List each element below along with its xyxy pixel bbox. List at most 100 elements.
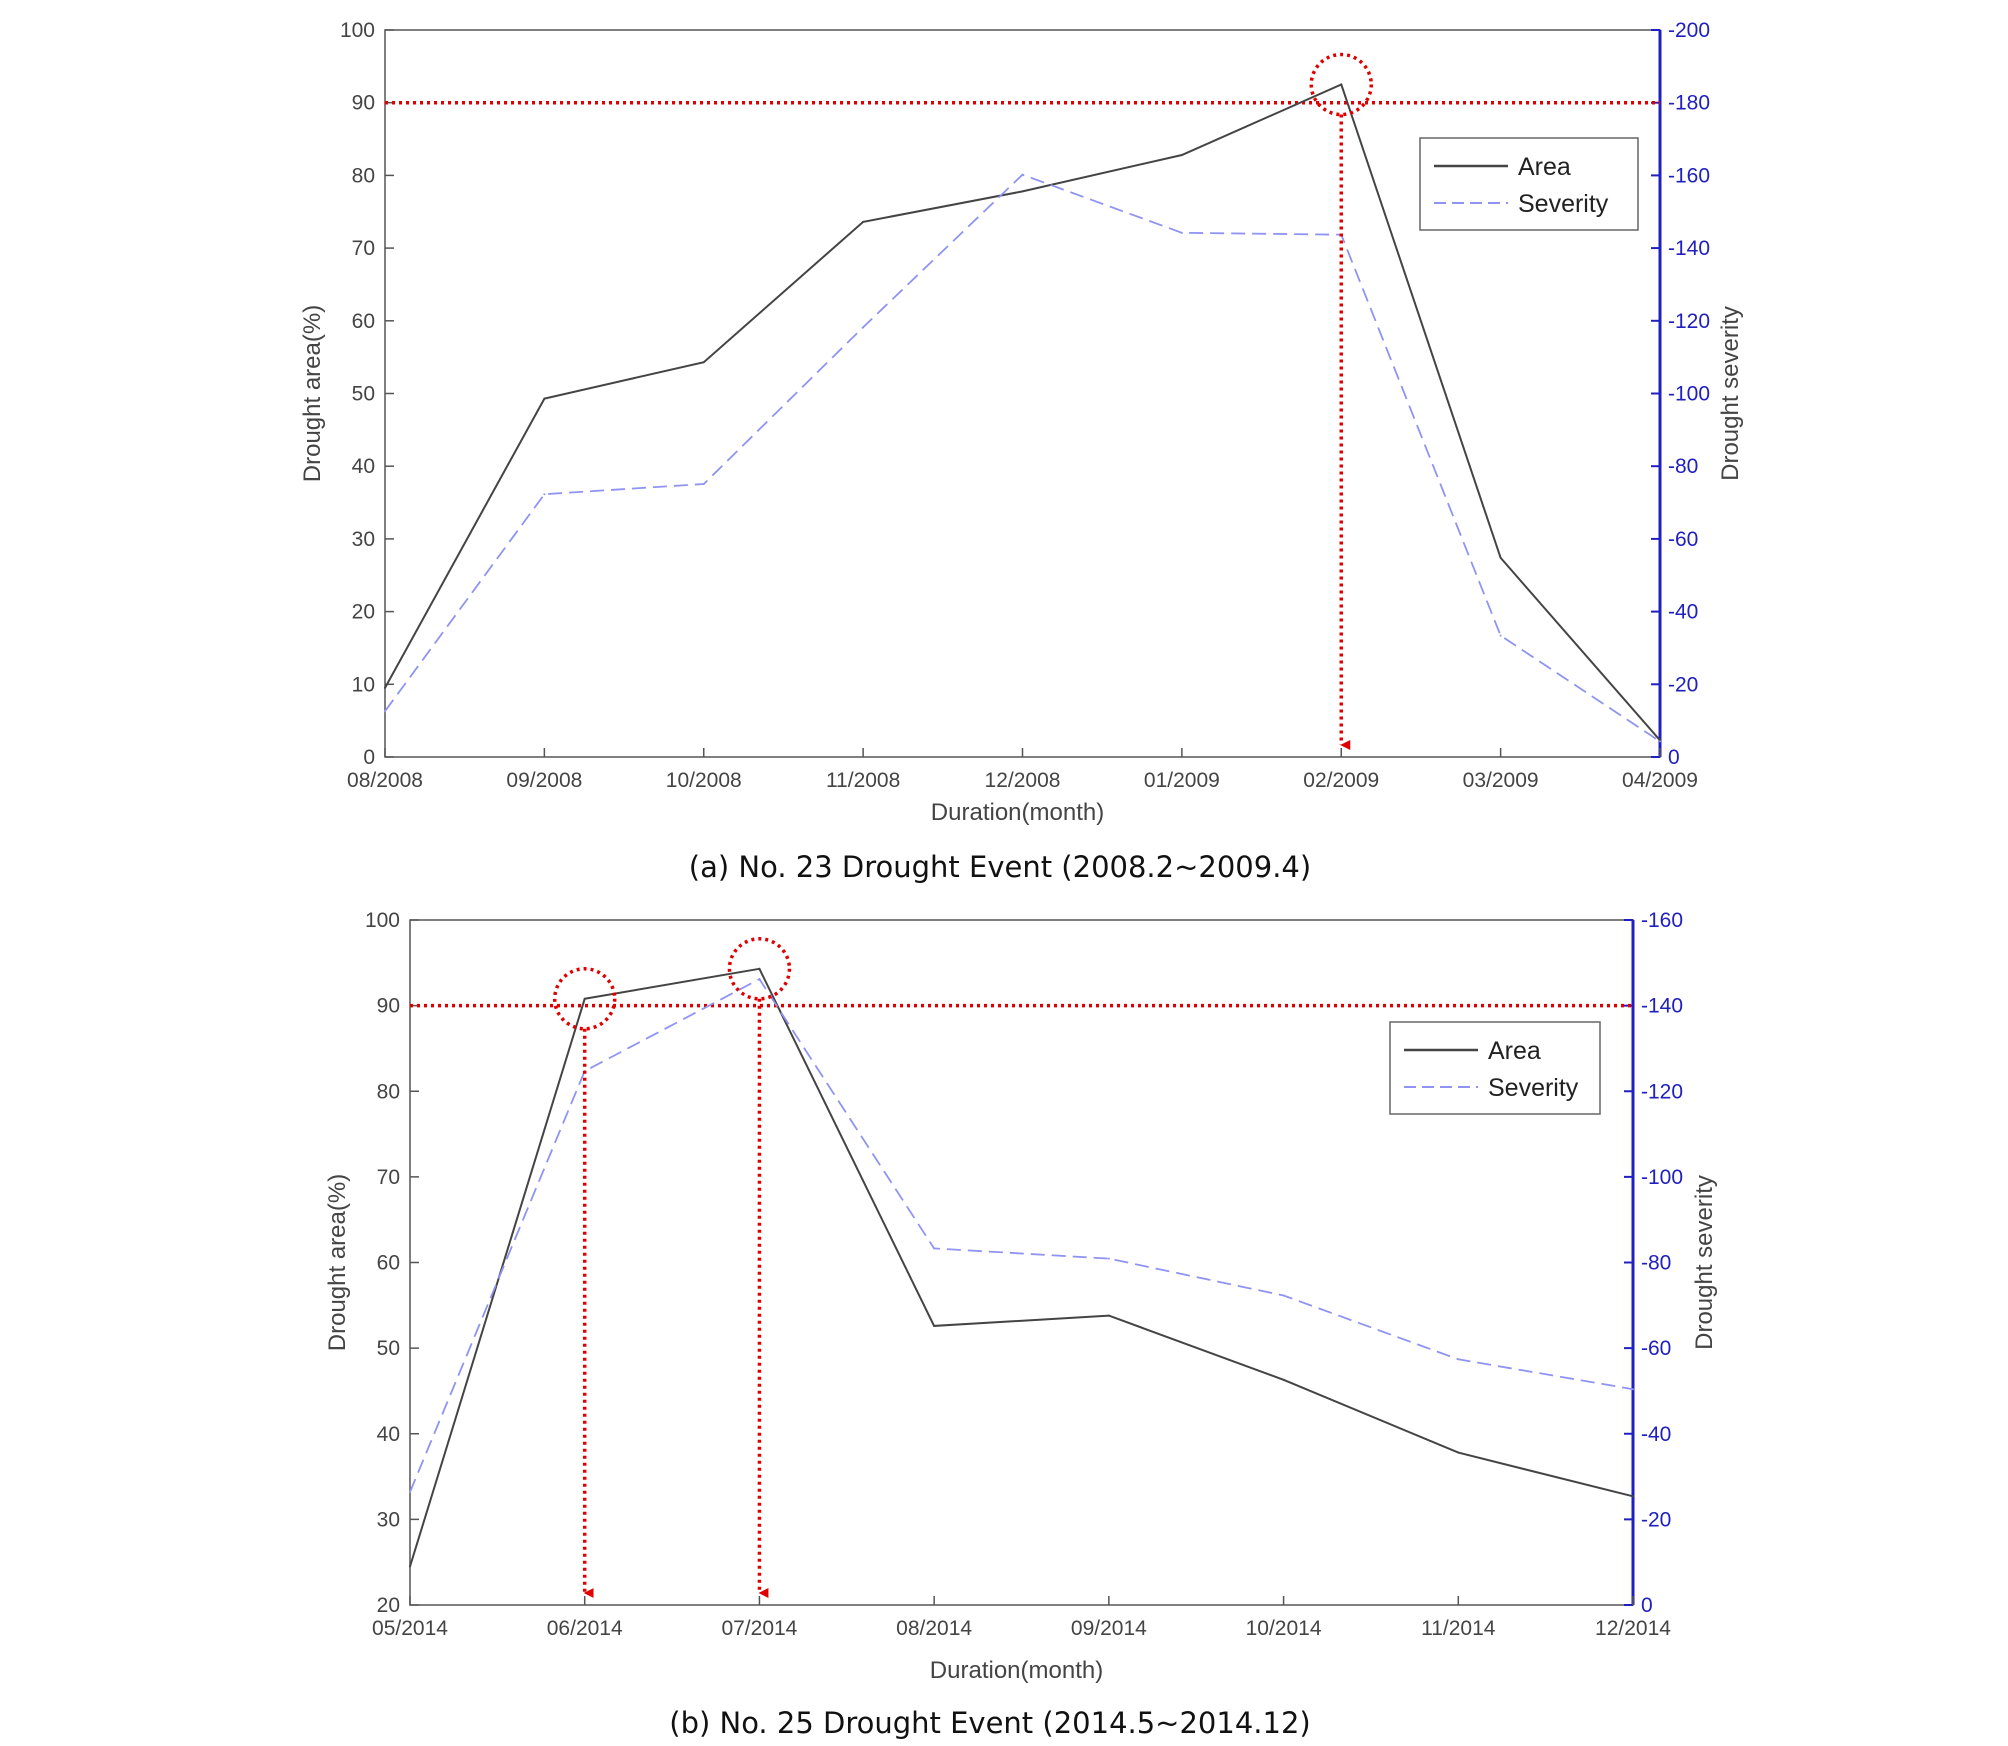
left-tick-label: 40 — [377, 1423, 400, 1446]
peak-highlight-circle — [1309, 52, 1373, 117]
left-tick-label: 0 — [363, 746, 375, 769]
right-tick-label: -120 — [1641, 1080, 1683, 1103]
right-tick-label: -160 — [1641, 909, 1683, 932]
data-point-severity — [1021, 173, 1024, 176]
right-tick-label: -180 — [1668, 92, 1710, 115]
x-tick-label: 10/2014 — [1246, 1617, 1322, 1640]
chart-a: 0 10 20 30 40 50 60 70 80 90 100 0 -20 -40 -60 -80 -100 -… — [299, 19, 1744, 884]
right-tick-label: -20 — [1668, 673, 1698, 696]
legend-label-severity: Severity — [1488, 1074, 1579, 1102]
x-tick-label: 09/2008 — [506, 769, 582, 792]
data-point-severity — [1457, 1358, 1460, 1361]
left-tick-label: 40 — [352, 455, 375, 478]
x-axis-label: Duration(month) — [930, 1657, 1103, 1684]
x-tick-label: 08/2014 — [896, 1617, 972, 1640]
data-point-severity — [1282, 1294, 1285, 1297]
data-point-area — [862, 220, 865, 223]
right-tick-label: 0 — [1668, 746, 1680, 769]
data-point-area — [1180, 154, 1183, 157]
y-axis-label-right: Drought severity — [1691, 1175, 1718, 1350]
data-point-severity — [1632, 1388, 1634, 1391]
x-tick-label: 09/2014 — [1071, 1617, 1147, 1640]
data-point-area — [758, 967, 761, 970]
left-tick-label: 90 — [352, 92, 375, 115]
x-tick-label: 07/2014 — [721, 1617, 797, 1640]
right-tick-label: -20 — [1641, 1508, 1671, 1531]
y-axis-label: Drought area(%) — [324, 1174, 351, 1351]
figure-caption: (b) No. 25 Drought Event (2014.5~2014.12… — [669, 1706, 1310, 1740]
data-point-area — [1107, 1314, 1110, 1317]
right-tick-label: -120 — [1668, 310, 1710, 333]
right-tick-label: 0 — [1641, 1594, 1653, 1617]
x-tick-label: 04/2009 — [1622, 769, 1698, 792]
right-tick-label: -140 — [1668, 237, 1710, 260]
data-point-area — [409, 1565, 411, 1568]
data-point-area — [1632, 1495, 1634, 1498]
data-point-severity — [702, 483, 705, 486]
data-point-severity — [1499, 634, 1502, 637]
y-axis-label: Drought area(%) — [299, 305, 326, 482]
right-tick-label: -100 — [1641, 1166, 1683, 1189]
right-tick-label: -100 — [1668, 383, 1710, 406]
data-point-area — [384, 686, 386, 689]
x-tick-label: 02/2009 — [1303, 769, 1379, 792]
data-point-severity — [1107, 1257, 1110, 1260]
right-tick-label: -40 — [1668, 601, 1698, 624]
right-tick-label: -80 — [1641, 1252, 1671, 1275]
x-tick-label: 08/2008 — [347, 769, 423, 792]
left-tick-label: 10 — [352, 673, 375, 696]
data-point-severity — [409, 1490, 411, 1493]
left-tick-label: 50 — [377, 1337, 400, 1360]
left-tick-label: 30 — [377, 1508, 400, 1531]
y-axis-label-right: Drought severity — [1717, 306, 1744, 481]
data-point-severity — [758, 978, 761, 981]
data-point-area — [1457, 1451, 1460, 1454]
series-line-severity — [409, 977, 1634, 1493]
x-tick-label: 11/2008 — [826, 769, 900, 792]
series-line-severity — [384, 173, 1661, 743]
data-point-severity — [933, 1247, 936, 1250]
left-tick-label: 60 — [377, 1252, 400, 1275]
legend-label-severity: Severity — [1518, 190, 1609, 218]
right-tick-label: -200 — [1668, 19, 1710, 42]
legend-label-area: Area — [1488, 1037, 1541, 1065]
data-point-severity — [862, 326, 865, 329]
left-tick-label: 90 — [377, 995, 400, 1018]
left-tick-label: 80 — [352, 164, 375, 187]
left-tick-label: 70 — [377, 1166, 400, 1189]
left-tick-label: 100 — [365, 909, 400, 932]
right-tick-label: -60 — [1668, 528, 1698, 551]
x-axis-label: Duration(month) — [931, 799, 1104, 826]
right-tick-label: -160 — [1668, 164, 1710, 187]
chart-b: 20 30 40 50 60 70 80 90 100 0 -20 -40 -60 -80 -100 -120… — [324, 909, 1718, 1740]
left-tick-label: 80 — [377, 1080, 400, 1103]
figure-caption: (a) No. 23 Drought Event (2008.2~2009.4) — [689, 850, 1311, 884]
data-point-severity — [384, 710, 386, 713]
legend-label-area: Area — [1518, 153, 1571, 181]
right-tick-label: -140 — [1641, 995, 1683, 1018]
right-tick-label: -80 — [1668, 455, 1698, 478]
peak-highlight-circle — [552, 967, 617, 1031]
data-point-severity — [1180, 231, 1183, 234]
left-tick-label: 50 — [352, 383, 375, 406]
data-point-severity — [543, 493, 546, 496]
x-tick-label: 03/2009 — [1463, 769, 1539, 792]
data-point-area — [583, 997, 586, 1000]
data-point-area — [1499, 556, 1502, 559]
x-tick-label: 10/2008 — [666, 769, 742, 792]
right-tick-label: -40 — [1641, 1423, 1671, 1446]
x-tick-label: 06/2014 — [547, 1617, 623, 1640]
data-point-area — [1282, 1378, 1285, 1381]
data-point-area — [1340, 83, 1343, 86]
data-point-area — [933, 1324, 936, 1327]
x-tick-label: 05/2014 — [372, 1617, 448, 1640]
legend-box — [1389, 1021, 1601, 1115]
legend-box — [1419, 137, 1639, 231]
left-tick-label: 30 — [352, 528, 375, 551]
x-tick-label: 01/2009 — [1144, 769, 1220, 792]
data-point-area — [702, 361, 705, 364]
left-tick-label: 60 — [352, 310, 375, 333]
data-point-area — [543, 397, 546, 400]
left-tick-label: 20 — [352, 601, 375, 624]
